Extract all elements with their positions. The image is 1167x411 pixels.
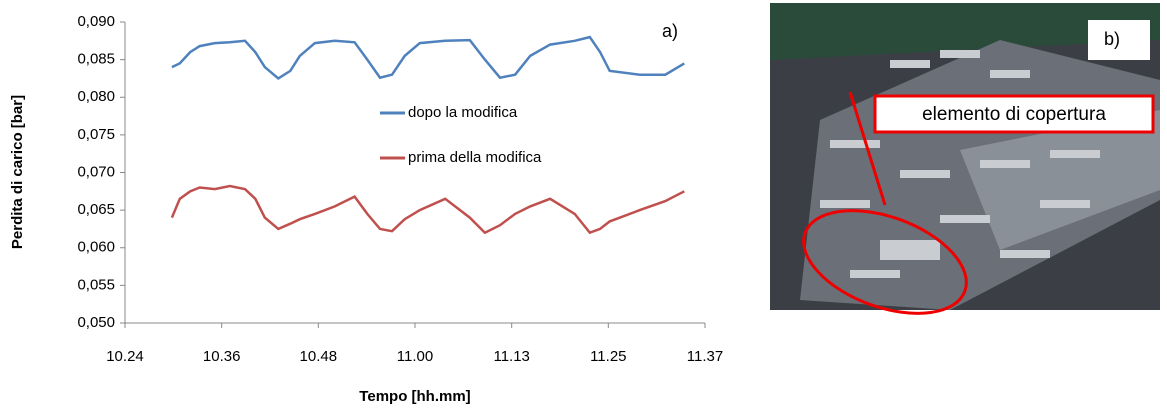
callout-ellipse	[802, 209, 968, 315]
x-axis-title: Tempo [hh.mm]	[359, 388, 470, 405]
y-axis-title: Perdita di carico [bar]	[9, 95, 26, 249]
y-tick-label: 0,050	[77, 314, 115, 331]
callout-text: elemento di copertura	[922, 104, 1106, 125]
x-tick-label: 11.37	[687, 348, 723, 365]
panel-label-box	[1088, 20, 1150, 60]
y-tick-label: 0,070	[77, 163, 115, 180]
y-tick-label: 0,060	[77, 239, 115, 256]
y-tick-label: 0,075	[77, 126, 115, 143]
callout-line	[848, 91, 887, 206]
photo: elemento di copertura b)	[770, 3, 1160, 315]
legend-label: dopo la modifica	[408, 104, 518, 121]
photo-elements	[820, 50, 1100, 278]
panel-label: b)	[1104, 29, 1120, 49]
y-tick-label: 0,080	[77, 88, 115, 105]
legend-label: prima della modifica	[408, 149, 542, 166]
data-line	[171, 35, 685, 80]
y-tick-label: 0,065	[77, 201, 115, 218]
x-tick-label: 10.24	[106, 348, 144, 365]
x-tick-label: 11.25	[590, 348, 626, 365]
y-tick-label: 0,090	[77, 13, 115, 30]
x-tick-label: 10.48	[300, 348, 338, 365]
y-tick-label: 0,085	[77, 51, 115, 68]
x-tick-label: 11.13	[493, 348, 529, 365]
photo-top	[770, 3, 1160, 60]
y-tick-label: 0,055	[77, 276, 115, 293]
x-tick-label: 10.36	[203, 348, 241, 365]
callout-box	[873, 94, 1155, 134]
x-tick-label: 11.00	[397, 348, 433, 365]
photo-light	[960, 110, 1160, 250]
panel-label: a)	[662, 21, 678, 41]
data-line	[170, 184, 685, 235]
